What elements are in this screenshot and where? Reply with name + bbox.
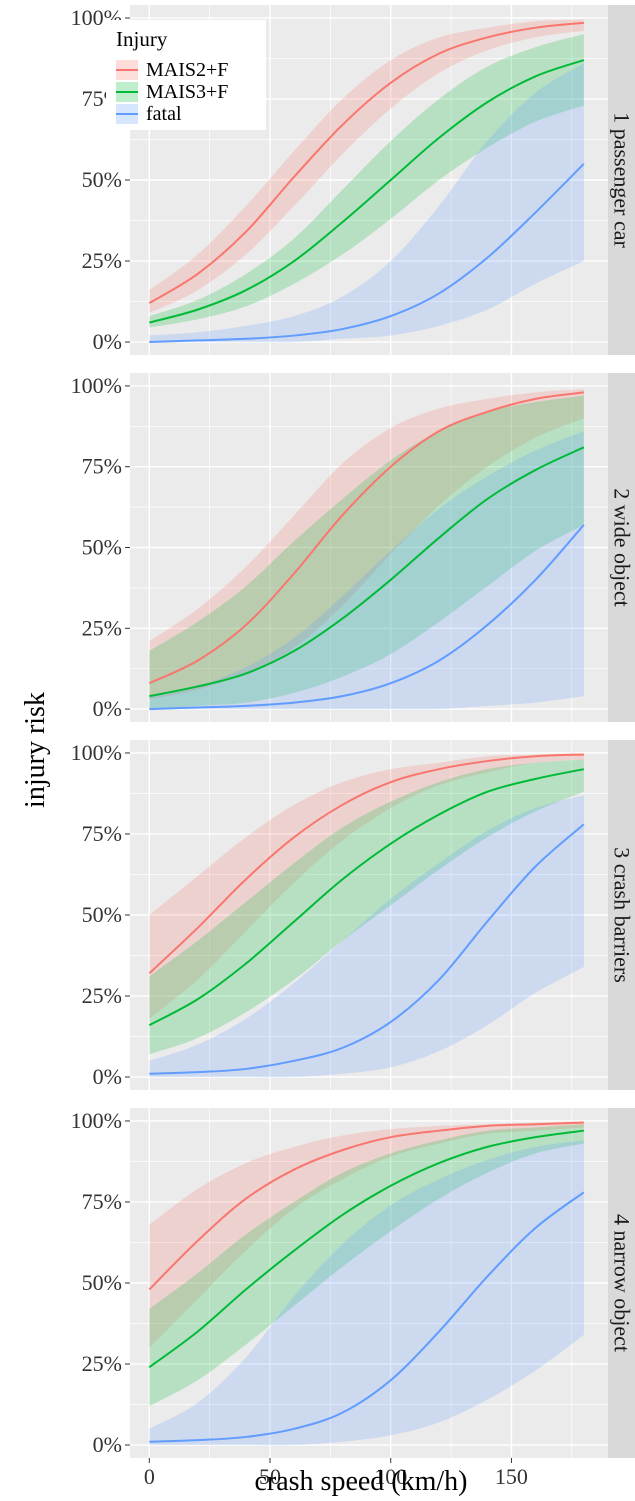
legend-label: fatal — [146, 103, 182, 125]
confidence-band-mais3-f — [149, 34, 584, 328]
y-tick-label: 25% — [82, 248, 122, 273]
facet-strip-label: 2 wide object — [610, 488, 635, 607]
y-axis-title: injury risk — [20, 692, 51, 808]
series-line-fatal — [149, 524, 585, 711]
y-tick-label: 50% — [82, 167, 122, 192]
y-tick-label: 25% — [82, 983, 122, 1008]
y-tick-label: 50% — [82, 1270, 122, 1295]
facet-strip — [608, 5, 635, 355]
confidence-band-fatal — [149, 795, 584, 1078]
series-line-mais2-f — [148, 391, 584, 685]
y-tick-label: 50% — [82, 902, 122, 927]
facet-strip — [608, 373, 635, 722]
confidence-band-mais3-f — [149, 1124, 584, 1407]
y-tick-label: 100% — [71, 740, 122, 765]
panel-4: 0% 25% 50% 75% 100% 4 narrow object — [71, 1108, 635, 1458]
series-line-mais2-f — [148, 1121, 584, 1291]
series-line-fatal — [149, 163, 585, 344]
facet-strip — [608, 1108, 635, 1458]
series-line-mais3-f — [149, 446, 585, 698]
series-line-mais2-f — [148, 753, 584, 975]
x-tick-label: 100 — [374, 1464, 407, 1489]
x-tick-label: 0 — [144, 1464, 155, 1489]
confidence-band-mais2-f — [149, 1120, 584, 1348]
confidence-band-fatal — [149, 1140, 584, 1446]
y-tick-label: 75% — [82, 454, 122, 479]
facet-strip-label: 4 narrow object — [610, 1214, 635, 1352]
y-tick-label: 100% — [71, 373, 122, 398]
legend-background — [106, 20, 266, 130]
confidence-band-mais2-f — [149, 19, 584, 313]
series-line-fatal — [149, 823, 585, 1075]
confidence-band-mais3-f — [149, 395, 584, 710]
x-tick-label: 150 — [495, 1464, 528, 1489]
panel-2: 0% 25% 50% 75% 100% 2 wide object — [71, 373, 635, 722]
series-line-mais3-f — [149, 59, 585, 324]
confidence-band-fatal — [149, 431, 584, 710]
facet-strip-label: 1 passenger car — [610, 112, 635, 248]
panel-3: 0% 25% 50% 75% 100% 3 crash barriers — [71, 740, 635, 1090]
confidence-band-mais2-f — [149, 752, 584, 1019]
series-line-mais3-f — [148, 768, 585, 1027]
series-line-mais3-f — [148, 1129, 584, 1369]
y-tick-label: 0% — [93, 329, 122, 354]
y-tick-label: 0% — [93, 1064, 122, 1089]
confidence-band-fatal — [149, 63, 584, 343]
y-tick-label: 75% — [82, 1189, 122, 1214]
x-axis: 0 50 100 150 — [144, 1458, 528, 1489]
series-line-fatal — [149, 1191, 585, 1443]
y-tick-label: 75% — [82, 821, 122, 846]
x-tick-label: 50 — [259, 1464, 281, 1489]
y-tick-label: 0% — [93, 1432, 122, 1457]
y-tick-label: 25% — [82, 1351, 122, 1376]
confidence-band-mais2-f — [149, 389, 584, 700]
facet-strip — [608, 740, 635, 1090]
legend-label: MAIS2+F — [146, 59, 228, 81]
y-tick-label: 0% — [93, 696, 122, 721]
legend-title: Injury — [116, 27, 168, 51]
y-tick-label: 25% — [82, 615, 122, 640]
confidence-band-mais3-f — [149, 759, 584, 1055]
y-tick-label: 100% — [71, 1108, 122, 1133]
legend-label: MAIS3+F — [146, 81, 228, 103]
panels-layer: 0% 25% 50% 75% 100% 1 passenger car 0% 25% 50% 75… — [71, 5, 635, 1458]
panel-1: 0%25%50%75%100%1 passenger car — [71, 5, 635, 355]
y-tick-label: 50% — [82, 535, 122, 560]
series-line-mais2-f — [148, 21, 584, 305]
facet-strip-label: 3 crash barriers — [610, 847, 635, 983]
x-axis-title: crash speed (km/h) — [254, 1466, 467, 1497]
